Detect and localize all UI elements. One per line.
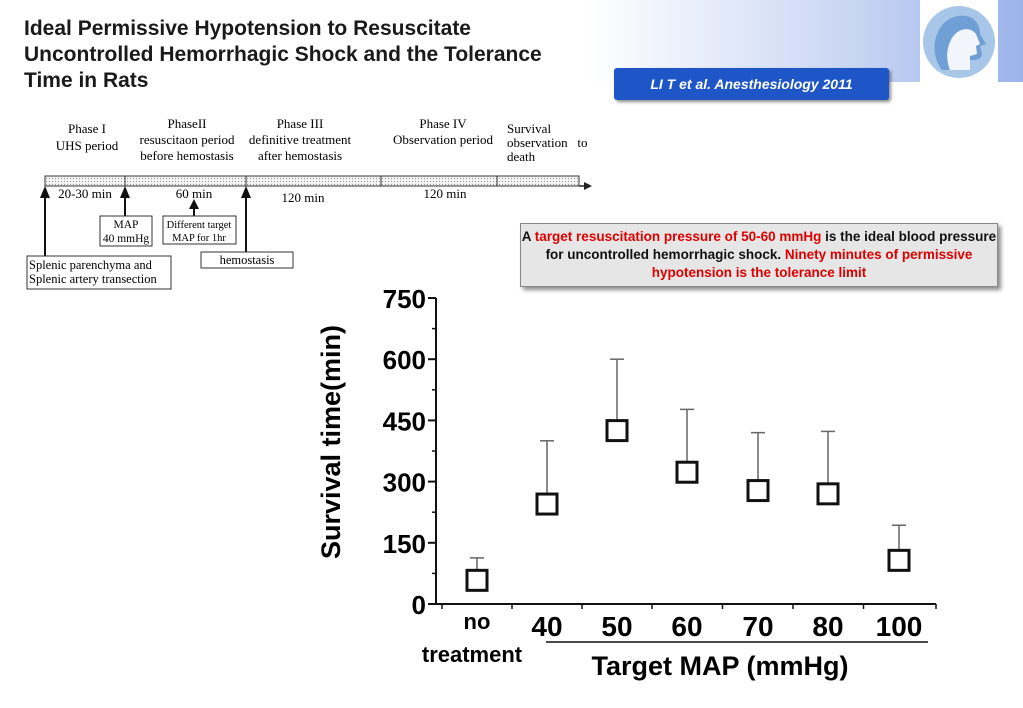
data-point-marker — [746, 479, 770, 503]
phase-2-line3: before hemostasis — [140, 148, 234, 163]
timeline-segment-2 — [124, 175, 247, 187]
phase-timeline: Phase I UHS period PhaseII resuscitaon p… — [26, 116, 592, 290]
map-box-line2: 40 mmHg — [103, 233, 150, 245]
map-box — [99, 215, 153, 247]
callout-text-1: A — [521, 229, 535, 244]
phase-1-line1: Phase I — [68, 121, 106, 136]
x-tick-label: no — [464, 609, 491, 634]
arrow-map-head-icon — [120, 186, 130, 198]
timeline-segment-1 — [44, 175, 126, 187]
callout-highlight-1: target resuscitation pressure of 50-60 m… — [534, 229, 822, 244]
y-tick-label: 600 — [383, 345, 426, 375]
x-tick-label: 50 — [601, 611, 632, 642]
x-tick-label: 100 — [876, 611, 923, 642]
hemostasis-box-label: hemostasis — [220, 253, 275, 267]
splenic-box-line1: Splenic parenchyma and — [29, 258, 153, 272]
splenic-box — [26, 255, 172, 290]
arrow-splenic-head-icon — [40, 186, 50, 198]
x-axis-label: Target MAP (mmHg) — [591, 651, 848, 681]
phase-4-line1: Phase IV — [419, 116, 467, 131]
phase-5-line2: observation to — [507, 135, 588, 150]
x-tick-label: 60 — [671, 611, 702, 642]
phase-3-line2: definitive treatment — [249, 132, 352, 147]
timeline-segment-5 — [496, 175, 580, 187]
slide-title: Ideal Permissive Hypotension to Resuscit… — [24, 17, 542, 92]
logo — [920, 0, 998, 82]
phase-1-line2: UHS period — [56, 138, 119, 153]
timeline-segment-4 — [380, 175, 498, 187]
phase-2-line1: PhaseII — [168, 116, 207, 131]
data-point-marker — [465, 568, 489, 592]
y-tick-label: 0 — [412, 590, 426, 620]
target-map-box-line1: Different target — [167, 220, 232, 231]
arrow-hemostasis-head-icon — [241, 186, 251, 198]
timeline-segment-3 — [245, 175, 382, 187]
y-tick-label: 300 — [383, 468, 426, 498]
duration-phase-4: 120 min — [424, 186, 467, 201]
phase-3-line1: Phase III — [277, 116, 324, 131]
target-map-box — [162, 215, 237, 245]
data-point-marker — [816, 482, 840, 506]
conclusion-callout: A target resuscitation pressure of 50-60… — [520, 223, 998, 287]
hemostasis-box — [200, 251, 294, 269]
phase-2-line2: resuscitaon period — [140, 132, 235, 147]
y-tick-label: 450 — [383, 406, 426, 436]
phase-4-line2: Observation period — [393, 132, 494, 147]
chart-axes: 0 150 300 450 600 750 no treatment 40 50 60 70 80 100 — [383, 284, 937, 667]
callout-highlight-2: Ninety minutes of permissive hypotension… — [651, 247, 973, 280]
y-tick-label: 750 — [383, 284, 426, 314]
duration-phase-2: 60 min — [176, 186, 213, 201]
x-tick-label: 40 — [531, 611, 562, 642]
data-point-marker — [535, 492, 559, 516]
phase-5-line1: Survival — [507, 121, 551, 136]
data-point-marker — [675, 460, 699, 484]
y-tick-label: 150 — [383, 529, 426, 559]
x-tick-label: 70 — [742, 611, 773, 642]
map-box-line1: MAP — [114, 219, 139, 231]
head-profile-icon — [923, 6, 995, 78]
citation-badge: LI T et al. Anesthesiology 2011 — [614, 68, 889, 100]
arrow-target-head-icon — [189, 199, 199, 209]
phase-5-line3: death — [507, 149, 536, 164]
phase-3-line3: after hemostasis — [258, 148, 342, 163]
y-axis-label: Survival time(min) — [316, 325, 346, 559]
data-point-marker — [887, 548, 911, 572]
x-tick-label: 80 — [812, 611, 843, 642]
duration-phase-1: 20-30 min — [58, 186, 112, 201]
callout-text-2: is the ideal blood pressure for uncontro… — [545, 229, 997, 262]
target-map-box-line2: MAP for 1hr — [172, 233, 226, 244]
survival-chart: 0 150 300 450 600 750 no treatment 40 50 60 70 80 100… — [316, 284, 937, 681]
data-point-marker — [605, 419, 629, 443]
timeline-arrow-head-icon — [584, 182, 592, 190]
duration-phase-3: 120 min — [282, 190, 325, 205]
chart-marks — [465, 358, 911, 592]
x-tick-label-line2: treatment — [422, 642, 523, 667]
splenic-box-line2: Splenic artery transection — [29, 272, 157, 286]
